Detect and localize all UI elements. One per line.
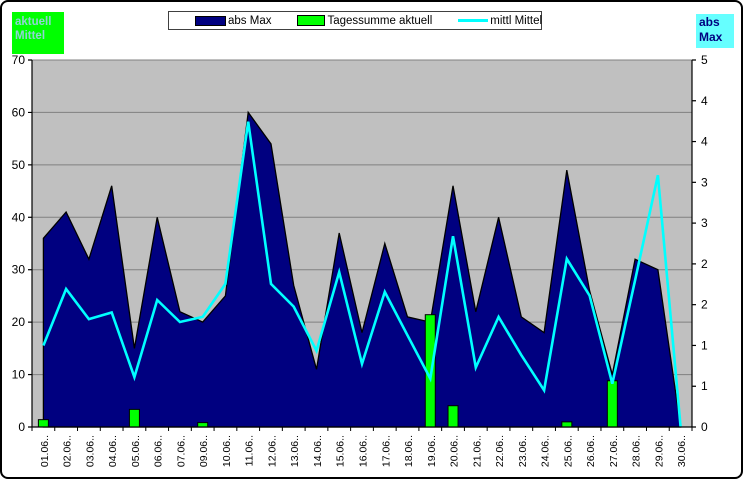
right-axis-label: 4 <box>701 135 708 149</box>
line-series-mittl-mittel <box>42 121 682 428</box>
x-axis-label: 19.06.. <box>426 435 438 467</box>
x-axis-label: 22.06.. <box>494 435 506 467</box>
left-axis-label: 30 <box>12 263 26 277</box>
bar-tagessumme <box>561 421 573 428</box>
bar-swatch-icon <box>297 15 326 26</box>
right-axis-label: 1 <box>701 338 708 352</box>
left-axis-title-box: aktuell Mittel <box>12 12 64 54</box>
chart-legend: abs Max Tagessumme aktuell mittl Mittel <box>168 11 542 30</box>
x-axis-label: 25.06.. <box>562 435 574 467</box>
x-axis-label: 14.06.. <box>312 435 324 467</box>
bar-tagessumme <box>128 408 140 428</box>
x-axis-label: 18.06.. <box>403 435 415 467</box>
x-axis-label: 11.06.. <box>244 435 256 466</box>
bar-tagessumme <box>197 422 209 428</box>
left-axis-title-line2: Mittel <box>15 30 46 43</box>
left-axis-title-line1: aktuell <box>15 16 52 28</box>
bar-tagessumme <box>606 380 618 428</box>
left-axis-label: 70 <box>12 53 26 67</box>
x-axis-label: 07.06.. <box>175 435 187 467</box>
legend-item-abs-max: abs Max <box>195 15 271 27</box>
right-axis-title-line1: abs <box>699 15 720 29</box>
area-swatch-icon <box>195 15 226 26</box>
left-axis-label: 20 <box>12 315 26 329</box>
left-axis-label: 50 <box>12 158 26 172</box>
x-axis-label: 09.06.. <box>198 435 210 467</box>
left-axis-label: 0 <box>18 420 25 434</box>
x-axis-label: 16.06.. <box>358 435 370 467</box>
x-axis-label: 12.06.. <box>266 435 278 467</box>
x-axis-label: 20.06.. <box>449 435 461 467</box>
x-axis-label: 27.06.. <box>608 435 620 467</box>
x-axis-label: 26.06.. <box>585 435 597 467</box>
x-axis-label: 17.06.. <box>380 435 392 467</box>
right-axis-label: 1 <box>701 379 708 393</box>
x-axis-label: 01.06.. <box>39 435 51 467</box>
x-axis-label: 15.06.. <box>335 435 347 467</box>
right-axis-label: 2 <box>701 298 708 312</box>
x-axis-label: 10.06.. <box>221 435 233 467</box>
right-axis-label: 2 <box>701 257 708 271</box>
right-axis-title-box: abs Max <box>696 14 734 48</box>
x-axis-label: 04.06.. <box>107 435 119 467</box>
x-axis-label: 24.06.. <box>540 435 552 467</box>
x-axis-label: 03.06.. <box>84 435 96 467</box>
bar-tagessumme <box>37 419 49 428</box>
legend-label-tagessumme: Tagessumme aktuell <box>327 14 433 27</box>
bar-tagessumme <box>447 405 459 428</box>
x-axis-label: 13.06.. <box>289 435 301 467</box>
right-axis-title-line2: Max <box>699 30 723 44</box>
legend-item-mittl-mittel: mittl Mittel <box>458 15 542 27</box>
x-axis-label: 02.06.. <box>62 435 74 467</box>
area-series-abs-max <box>42 110 682 428</box>
x-axis-label: 05.06.. <box>130 435 142 467</box>
x-axis-label: 29.06.. <box>653 435 665 467</box>
line-swatch-icon <box>458 19 489 22</box>
x-axis-label: 23.06.. <box>517 435 529 467</box>
x-axis-label: 06.06.. <box>153 435 165 467</box>
legend-item-tagessumme: Tagessumme aktuell <box>297 15 432 27</box>
right-axis-label: 3 <box>701 216 708 230</box>
left-axis-label: 40 <box>12 210 26 224</box>
right-axis-label: 5 <box>701 53 708 67</box>
left-axis-label: 60 <box>12 105 26 119</box>
x-axis-label: 28.06.. <box>631 435 643 467</box>
x-axis-label: 30.06.. <box>676 435 688 467</box>
right-axis-label: 3 <box>701 175 708 189</box>
right-axis-label: 4 <box>701 94 708 108</box>
x-axis-label: 21.06.. <box>471 435 483 467</box>
legend-label-abs-max: abs Max <box>228 14 272 27</box>
legend-label-mittl-mittel: mittl Mittel <box>490 14 543 27</box>
right-axis-label: 0 <box>701 420 708 434</box>
left-axis-label: 10 <box>12 368 26 382</box>
